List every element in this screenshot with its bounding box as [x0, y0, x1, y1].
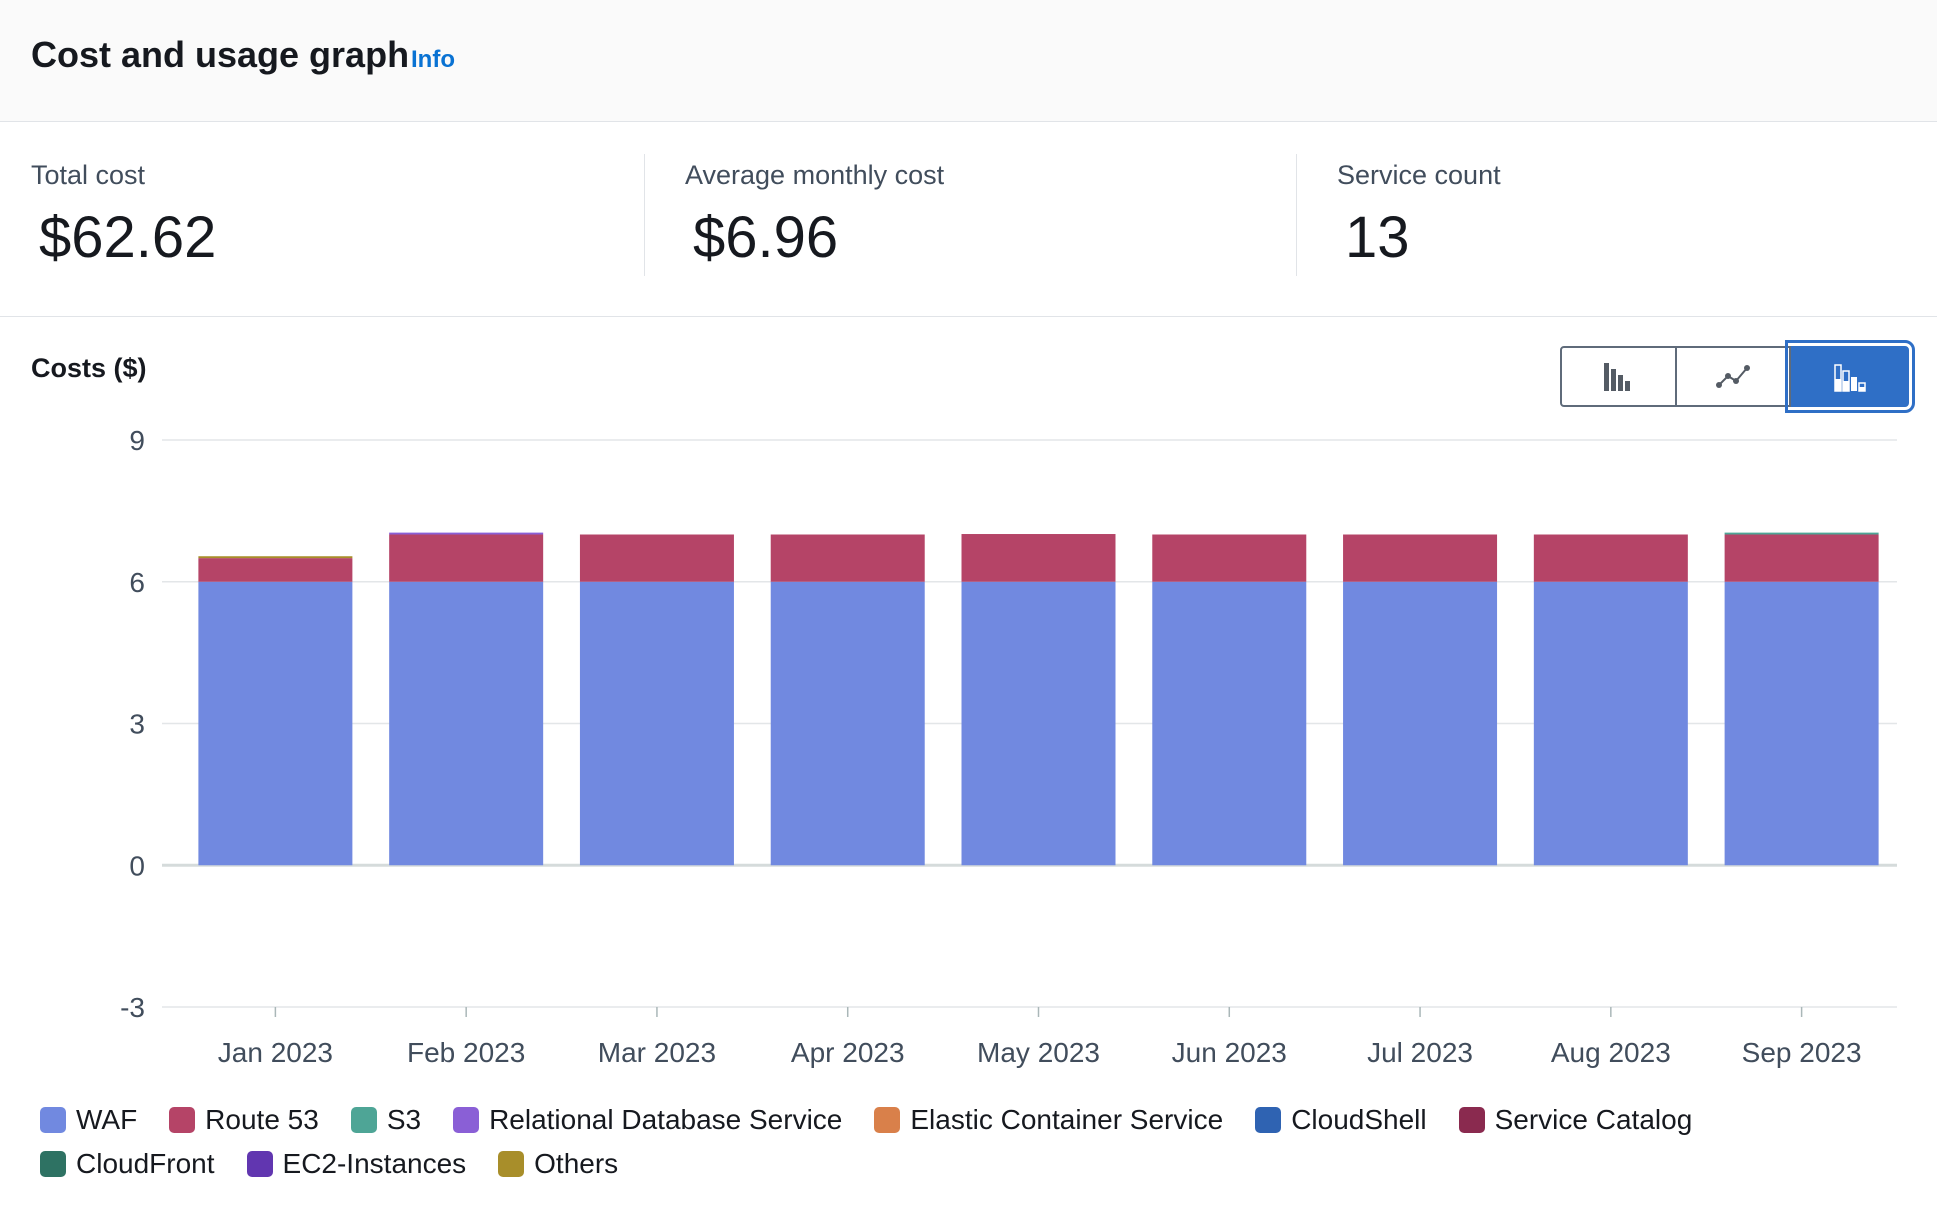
legend-label: EC2-Instances	[282, 1148, 467, 1179]
bar-segment	[1152, 534, 1307, 582]
legend-swatch	[498, 1151, 525, 1177]
y-axis-title: Costs ($)	[31, 353, 147, 383]
legend-swatch	[1458, 1107, 1485, 1133]
bar-segment	[389, 581, 544, 866]
bar-segment	[1343, 581, 1498, 866]
panel-title: Cost and usage graph	[31, 34, 410, 75]
bar-segment	[1152, 581, 1307, 866]
x-tick-label: Aug 2023	[1551, 1037, 1671, 1068]
legend-swatch	[40, 1151, 66, 1177]
y-tick-label: 3	[129, 709, 145, 740]
panel-header: Cost and usage graph Info	[0, 0, 1937, 122]
bar-segment	[198, 556, 353, 559]
average-monthly-cost-value: $6.96	[693, 205, 839, 270]
bar-segment	[579, 534, 734, 582]
legend-item[interactable]: Others	[498, 1147, 618, 1181]
bar-chart-icon	[1603, 362, 1630, 391]
y-tick-label: -3	[120, 992, 145, 1023]
bar-segment	[198, 558, 353, 582]
x-tick-label: May 2023	[977, 1037, 1100, 1068]
info-link[interactable]: Info	[411, 46, 455, 73]
legend-item[interactable]: EC2-Instances	[246, 1147, 467, 1181]
bar-segment	[1343, 534, 1498, 582]
legend-label: Relational Database Service	[489, 1104, 843, 1135]
legend-swatch	[40, 1107, 66, 1133]
legend-item[interactable]: Elastic Container Service	[874, 1103, 1223, 1137]
stacked-bar-chart-icon	[1834, 363, 1866, 392]
legend-swatch	[350, 1107, 377, 1133]
legend-item[interactable]: S3	[350, 1103, 422, 1137]
x-tick-label: Jun 2023	[1172, 1037, 1287, 1068]
metric-divider	[1296, 154, 1297, 276]
line-chart-icon	[1716, 364, 1750, 388]
legend-swatch	[1255, 1107, 1282, 1133]
bar-segment	[389, 532, 544, 535]
legend-label: CloudFront	[76, 1148, 215, 1179]
bar-segment	[1724, 581, 1879, 866]
bar-segment	[770, 581, 925, 866]
bar-segment	[1533, 581, 1688, 866]
legend-label: Route 53	[205, 1104, 319, 1135]
legend-item[interactable]: CloudShell	[1255, 1103, 1427, 1137]
legend-swatch	[169, 1107, 196, 1133]
legend-item[interactable]: WAF	[40, 1103, 137, 1137]
bar-segment	[1533, 534, 1688, 582]
stacked-bar-chart-view-button[interactable]	[1785, 340, 1915, 413]
y-tick-label: 9	[129, 425, 145, 456]
y-tick-label: 6	[129, 567, 145, 598]
line-chart-view-button[interactable]	[1675, 346, 1791, 407]
x-tick-label: Sep 2023	[1742, 1037, 1862, 1068]
legend-item[interactable]: Relational Database Service	[453, 1103, 842, 1137]
chart-section: Costs ($)	[0, 317, 1937, 1210]
legend-item[interactable]: Service Catalog	[1458, 1103, 1693, 1137]
bar-segment	[961, 581, 1116, 866]
x-tick-label: Jan 2023	[218, 1037, 333, 1068]
bar-segment	[770, 534, 925, 582]
chart-legend: WAF Route 53 S3 Relational Database Service…	[40, 1103, 1860, 1181]
legend-label: Others	[534, 1148, 619, 1179]
legend-item[interactable]: CloudFront	[40, 1147, 215, 1181]
legend-swatch	[874, 1107, 901, 1133]
bar-segment	[198, 581, 353, 866]
legend-label: CloudShell	[1291, 1104, 1427, 1135]
x-tick-label: Feb 2023	[407, 1037, 525, 1068]
total-cost-label: Total cost	[31, 160, 146, 190]
legend-swatch	[246, 1151, 273, 1177]
legend-label: Elastic Container Service	[910, 1104, 1224, 1135]
summary-metrics: Total cost $62.62 Average monthly cost $…	[0, 122, 1937, 317]
metric-divider	[644, 154, 645, 276]
legend-swatch	[453, 1107, 480, 1133]
legend-label: S3	[386, 1104, 422, 1135]
bar-segment	[1724, 534, 1879, 582]
bar-segment	[389, 534, 544, 582]
bar-segment	[1724, 532, 1879, 535]
x-tick-label: Apr 2023	[791, 1037, 905, 1068]
x-tick-label: Mar 2023	[598, 1037, 716, 1068]
legend-label: Service Catalog	[1494, 1104, 1693, 1135]
y-tick-label: 0	[129, 850, 145, 881]
total-cost-value: $62.62	[39, 205, 217, 270]
stacked-bar-chart: 9 6 3 0 -3 Jan 2023 Feb 2023 Mar 2023 Apr 2023 Ma…	[120, 425, 1897, 1068]
bar-segment	[579, 581, 734, 866]
legend-item[interactable]: Route 53	[169, 1103, 319, 1137]
legend-label: WAF	[76, 1104, 138, 1135]
bar-segment	[961, 534, 1116, 582]
service-count-value: 13	[1345, 205, 1410, 270]
service-count-label: Service count	[1337, 160, 1501, 190]
x-tick-label: Jul 2023	[1367, 1037, 1473, 1068]
average-monthly-cost-label: Average monthly cost	[685, 160, 945, 190]
